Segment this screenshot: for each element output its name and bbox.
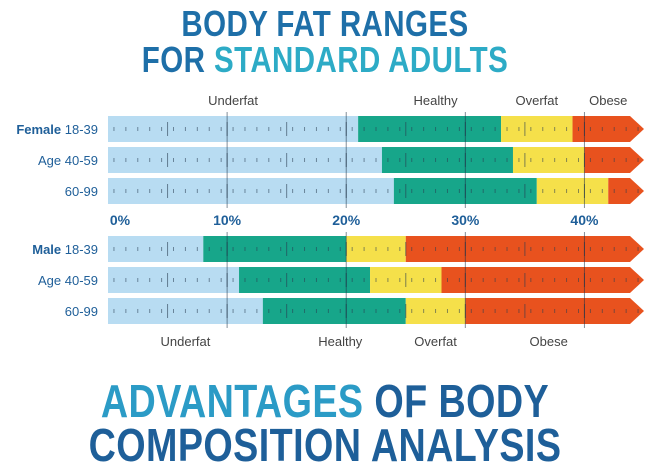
male-obese-label: Obese [530, 334, 568, 349]
male-healthy-label: Healthy [318, 334, 363, 349]
female-row-3-label-text: 60-99 [65, 184, 98, 199]
female-row-2-label: Age 40-59 [38, 153, 98, 168]
female-row-3-label: 60-99 [65, 184, 98, 199]
female-row-1-label-bold: Female [16, 122, 64, 137]
male-row-1-label-text: 18-39 [65, 242, 98, 257]
female-row-1-label: Female 18-39 [16, 122, 98, 137]
female-row-2-overfat-bar [512, 147, 585, 173]
axis-tick-label: 0% [110, 212, 131, 228]
axis-tick-label: 30% [451, 212, 480, 228]
female-row-2-label-text: Age 40-59 [38, 153, 98, 168]
chart-title-line2-part1: FOR [141, 39, 214, 80]
male-overfat-label: Overfat [414, 334, 457, 349]
bottom-title-line1-part2: OF BODY [374, 375, 550, 427]
female-row-1-healthy-bar [358, 116, 502, 142]
male-row-2-label: Age 40-59 [38, 273, 98, 288]
male-row-1-underfat-bar [108, 236, 204, 262]
female-row-1-label-text: 18-39 [65, 122, 98, 137]
female-row-3-overfat-bar [536, 178, 609, 204]
bottom-title-line1-part1: ADVANTAGES [100, 375, 375, 427]
female-row-1-overfat-bar [501, 116, 573, 142]
female-row-1-obese-bar [572, 116, 644, 142]
male-row-1-label: Male 18-39 [32, 242, 98, 257]
axis-tick-label: 20% [332, 212, 361, 228]
axis-tick-label: 10% [213, 212, 242, 228]
chart-title-line2: FOR STANDARD ADULTS [59, 42, 592, 78]
male-row-1-label-bold: Male [32, 242, 65, 257]
body-fat-chart: Female 18-39 Age 40-59 60-99 Underfat Health… [16, 93, 644, 349]
male-row-2-label-text: Age 40-59 [38, 273, 98, 288]
female-underfat-label: Underfat [208, 93, 258, 108]
chart-title-line2-part2: STANDARD ADULTS [213, 39, 509, 80]
male-underfat-label: Underfat [160, 334, 210, 349]
male-row-3-label: 60-99 [65, 304, 98, 319]
female-row-3-underfat-bar [108, 178, 394, 204]
bottom-title-line1: ADVANTAGES OF BODY [59, 378, 592, 424]
male-row-1-healthy-bar [203, 236, 347, 262]
bottom-title-line2: COMPOSITION ANALYSIS [88, 419, 562, 471]
female-healthy-label: Healthy [414, 93, 459, 108]
female-obese-label: Obese [589, 93, 627, 108]
male-row-3-healthy-bar [262, 298, 406, 324]
male-row-3-label-text: 60-99 [65, 304, 98, 319]
chart-title-line1: BODY FAT RANGES [181, 3, 469, 44]
axis-tick-label: 40% [570, 212, 599, 228]
female-overfat-label: Overfat [515, 93, 558, 108]
